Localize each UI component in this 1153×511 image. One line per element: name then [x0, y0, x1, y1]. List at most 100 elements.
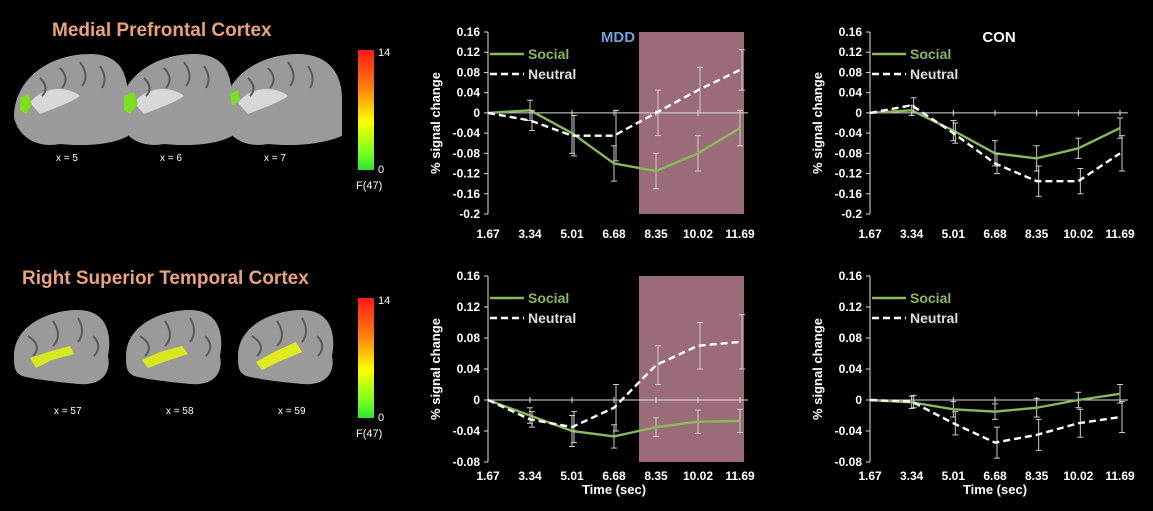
- series-line-neutral: [487, 340, 741, 429]
- x-tick-label: 6.68: [602, 227, 626, 241]
- x-tick-label: 3.34: [518, 227, 542, 241]
- y-tick-label: 0.04: [457, 362, 481, 376]
- y-tick-label: 0.08: [839, 331, 863, 345]
- y-tick-label: 0.04: [839, 362, 863, 376]
- x-tick-label: 1.67: [858, 227, 882, 241]
- y-tick-label: 0.04: [457, 86, 481, 100]
- series-line-neutral: [869, 104, 1121, 183]
- y-axis-label: % signal change: [428, 72, 443, 174]
- y-tick-label: 0.12: [839, 45, 863, 59]
- x-tick-label: 6.68: [983, 227, 1007, 241]
- y-tick-label: -0.08: [835, 455, 863, 469]
- x-tick-label: 11.69: [1105, 469, 1135, 483]
- slice-label-1: x = 5: [56, 153, 78, 164]
- slice-label-6: x = 59: [278, 406, 306, 417]
- y-tick-label: 0: [473, 106, 480, 120]
- x-tick-label: 10.02: [1063, 227, 1093, 241]
- legend-label-neutral: Neutral: [528, 66, 576, 82]
- brain-slice-3: [222, 54, 342, 146]
- y-axis-label: % signal change: [810, 72, 825, 174]
- y-tick-label: 0.08: [457, 331, 481, 345]
- region-title-medial-prefrontal: Medial Prefrontal Cortex: [52, 20, 272, 41]
- colorbar-gradient: [358, 50, 374, 170]
- y-tick-label: -0.04: [835, 424, 863, 438]
- colorbar-label: F(47): [356, 180, 383, 192]
- legend-label-social: Social: [910, 290, 951, 306]
- x-tick-label: 11.69: [1105, 227, 1135, 241]
- y-tick-label: -0.2: [841, 207, 862, 221]
- x-tick-label: 10.02: [683, 469, 713, 483]
- y-tick-label: -0.2: [459, 207, 480, 221]
- x-tick-label: 1.67: [476, 469, 500, 483]
- legend-label-neutral: Neutral: [910, 66, 958, 82]
- y-tick-label: 0.12: [457, 300, 481, 314]
- brain-slice-2: [118, 54, 232, 146]
- region-title-right-superior-temporal: Right Superior Temporal Cortex: [22, 268, 309, 289]
- y-tick-label: -0.04: [835, 126, 863, 140]
- y-tick-label: -0.04: [453, 126, 481, 140]
- y-tick-label: -0.16: [835, 187, 863, 201]
- legend-label-social: Social: [528, 290, 569, 306]
- x-tick-label: 3.34: [518, 469, 542, 483]
- highlight-window: [639, 276, 744, 462]
- colorbar-right-superior-temporal: 14 0 F(47): [356, 295, 390, 440]
- highlight-window: [639, 32, 744, 214]
- y-tick-label: 0: [855, 106, 862, 120]
- brain-slice-1: [14, 54, 128, 146]
- brain-slice-4: [14, 310, 110, 385]
- legend-label-neutral: Neutral: [910, 310, 958, 326]
- y-tick-label: 0.08: [839, 65, 863, 79]
- brain-slice-5: [126, 310, 222, 385]
- y-tick-label: 0.16: [839, 269, 863, 283]
- colorbar-max: 14: [378, 295, 391, 307]
- brain-slices-medial-prefrontal: x = 5 x = 6 x = 7: [14, 54, 342, 164]
- chart-mpfc-mdd: 0.16 0.12 0.08 0.04 0 -0.04 -0.08 -0.12 -0.16 -0.…: [428, 25, 755, 241]
- y-tick-label: 0.16: [839, 25, 863, 39]
- legend-label-social: Social: [910, 46, 951, 62]
- colorbar-medial-prefrontal: 14 0 F(47): [356, 47, 390, 192]
- series-line-neutral: [487, 68, 741, 137]
- y-tick-label: -0.04: [453, 424, 481, 438]
- x-tick-label: 6.68: [602, 469, 626, 483]
- y-tick-label: -0.16: [453, 187, 481, 201]
- x-tick-label: 10.02: [1063, 469, 1093, 483]
- x-tick-label: 8.35: [1025, 227, 1049, 241]
- legend-label-social: Social: [528, 46, 569, 62]
- chart-rstc-con: 0.16 0.12 0.08 0.04 0 -0.04 -0.081.67 3.34 5.01 6…: [810, 269, 1135, 497]
- y-tick-label: 0: [855, 393, 862, 407]
- chart-mpfc-con: 0.16 0.12 0.08 0.04 0 -0.04 -0.08 -0.12 -0.16 -0.…: [810, 25, 1135, 241]
- x-tick-label: 8.35: [644, 227, 668, 241]
- x-tick-label: 1.67: [476, 227, 500, 241]
- x-tick-label: 5.01: [560, 469, 584, 483]
- y-tick-label: 0.12: [839, 300, 863, 314]
- y-tick-label: -0.08: [835, 146, 863, 160]
- x-tick-label: 8.35: [644, 469, 668, 483]
- chart-title: CON: [982, 29, 1015, 46]
- x-tick-label: 5.01: [560, 227, 584, 241]
- x-tick-label: 5.01: [942, 469, 966, 483]
- slice-label-2: x = 6: [160, 153, 182, 164]
- x-tick-label: 8.35: [1025, 469, 1049, 483]
- x-tick-label: 1.67: [858, 469, 882, 483]
- x-axis-label: Time (sec): [582, 482, 646, 497]
- chart-rstc-mdd: 0.16 0.12 0.08 0.04 0 -0.04 -0.081.67 3.34 5.01 6…: [428, 269, 755, 497]
- series-line-social: [869, 392, 1121, 413]
- x-tick-label: 11.69: [725, 469, 755, 483]
- legend-label-neutral: Neutral: [528, 310, 576, 326]
- y-tick-label: 0.16: [457, 25, 481, 39]
- colorbar-min: 0: [378, 164, 385, 176]
- y-tick-label: -0.08: [453, 146, 481, 160]
- x-tick-label: 3.34: [900, 469, 924, 483]
- y-axis-label: % signal change: [428, 318, 443, 420]
- slice-label-3: x = 7: [264, 153, 286, 164]
- x-tick-label: 5.01: [942, 227, 966, 241]
- y-tick-label: 0.08: [457, 65, 481, 79]
- slice-label-5: x = 58: [166, 406, 194, 417]
- y-tick-label: 0.04: [839, 86, 863, 100]
- colorbar-max: 14: [378, 47, 391, 59]
- x-tick-label: 6.68: [983, 469, 1007, 483]
- y-tick-label: -0.12: [835, 167, 863, 181]
- chart-title: MDD: [601, 29, 635, 46]
- y-tick-label: 0: [473, 393, 480, 407]
- y-tick-label: 0.12: [457, 45, 481, 59]
